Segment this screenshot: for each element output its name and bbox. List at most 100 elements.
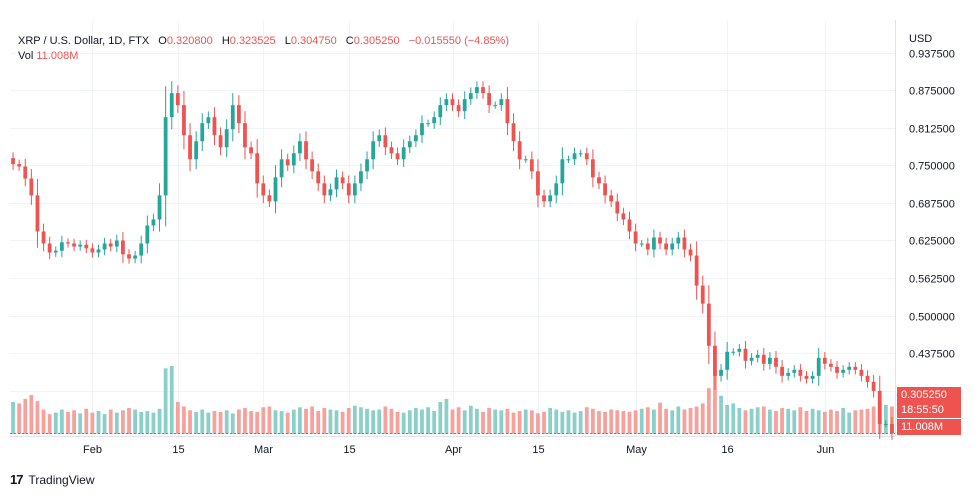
candle-body: [706, 303, 711, 346]
volume-bar: [542, 411, 546, 434]
candle-body: [847, 366, 852, 370]
volume-bar: [590, 408, 595, 434]
price-axis[interactable]: 0.937500 0.875000 0.812500 0.750000 0.687500…: [909, 49, 955, 399]
volume-bar: [72, 410, 76, 434]
time-axis[interactable]: Feb 15 Mar 15 Apr 15 May 16 Jun: [83, 444, 834, 456]
candle-body: [236, 105, 241, 124]
volume-bar: [383, 406, 388, 434]
candle-body: [475, 87, 479, 94]
volume-bar: [340, 411, 345, 434]
candle-body: [426, 123, 430, 125]
volume-bar: [182, 406, 186, 434]
tradingview-brand[interactable]: 17 TradingView: [10, 472, 95, 487]
volume-bar: [658, 402, 662, 434]
candle-body: [523, 159, 528, 161]
vol-label[interactable]: Vol: [18, 50, 34, 62]
candle-body: [737, 348, 742, 352]
candle-body: [243, 123, 247, 148]
volume-bar: [145, 411, 150, 434]
candle-body: [670, 243, 675, 250]
volume-bar: [676, 406, 681, 434]
candle-body: [853, 366, 858, 370]
close-label: C: [345, 35, 354, 47]
volume-bar: [609, 409, 614, 434]
candle-body: [41, 231, 46, 244]
volume-bar: [218, 411, 223, 434]
x-tick-label: Mar: [254, 444, 273, 456]
volume-bar: [487, 408, 492, 434]
volume-bar: [352, 405, 357, 434]
candle-body: [151, 219, 156, 226]
volume-bar: [468, 405, 473, 434]
candle-body: [816, 357, 821, 376]
candle-body: [194, 141, 199, 160]
volume-bar: [413, 408, 418, 434]
volume-bar: [767, 409, 772, 434]
volume-bar: [212, 411, 217, 434]
volume-bar: [645, 407, 650, 434]
candle-body: [291, 153, 296, 166]
candle-body: [121, 240, 125, 255]
volume-bar: [865, 408, 870, 434]
candle-body: [755, 354, 760, 358]
volume-bar: [432, 411, 437, 434]
volume-bar: [664, 408, 669, 434]
candle-body: [462, 99, 467, 112]
candle-body: [395, 153, 400, 160]
candle-body: [47, 243, 52, 253]
vol-value: 11.008M: [36, 50, 79, 62]
volume-bar: [230, 413, 235, 434]
candle-body: [310, 159, 315, 172]
volume-bar: [810, 408, 815, 434]
volume-bar: [652, 409, 656, 434]
x-tick-label: Feb: [83, 444, 102, 456]
candle-body: [731, 351, 736, 353]
volume-bar: [371, 410, 376, 434]
volume-bar: [792, 410, 797, 434]
volume-bar: [780, 408, 784, 434]
candle-body: [188, 135, 192, 160]
grid: [10, 20, 896, 437]
volume-bar: [163, 368, 168, 434]
candle-body: [542, 195, 546, 202]
volume-bar: [737, 408, 742, 434]
volume-bar: [475, 408, 479, 434]
candle-body: [713, 345, 717, 376]
candle-body: [432, 117, 437, 124]
volume-bar: [621, 411, 626, 434]
candle-body: [84, 244, 89, 249]
volume-bar: [743, 410, 748, 434]
volume-bar: [847, 412, 852, 434]
symbol-label[interactable]: XRP / U.S. Dollar, 1D, FTX: [18, 35, 150, 47]
candle-body: [285, 159, 290, 166]
volume-bar: [578, 411, 583, 434]
candle-body: [798, 369, 803, 376]
volume-bar: [291, 409, 296, 434]
volume-bar: [774, 411, 778, 434]
volume-bar: [322, 408, 327, 434]
x-tick-label: 15: [172, 444, 184, 456]
candle-body: [511, 123, 516, 142]
y-tick-label: 0.500000: [909, 312, 955, 324]
volume-bar: [127, 408, 131, 434]
volume-bar: [96, 411, 101, 434]
candle-body: [822, 357, 827, 364]
volume-bar: [420, 409, 424, 434]
volume-bar: [517, 411, 522, 434]
candle-body: [420, 123, 424, 136]
volume-bar: [84, 408, 89, 434]
volume-bar: [304, 408, 308, 434]
volume-bar: [206, 412, 211, 434]
volume-bar: [35, 401, 40, 434]
volume-bar: [560, 411, 565, 434]
volume-bar: [267, 406, 272, 434]
candle-body: [682, 237, 687, 250]
candle-body: [78, 244, 83, 247]
volume-bar: [11, 401, 15, 434]
candle-body: [560, 159, 565, 184]
volume-bar: [786, 408, 791, 434]
volume-bar: [853, 410, 858, 434]
volume-bar: [407, 410, 412, 434]
